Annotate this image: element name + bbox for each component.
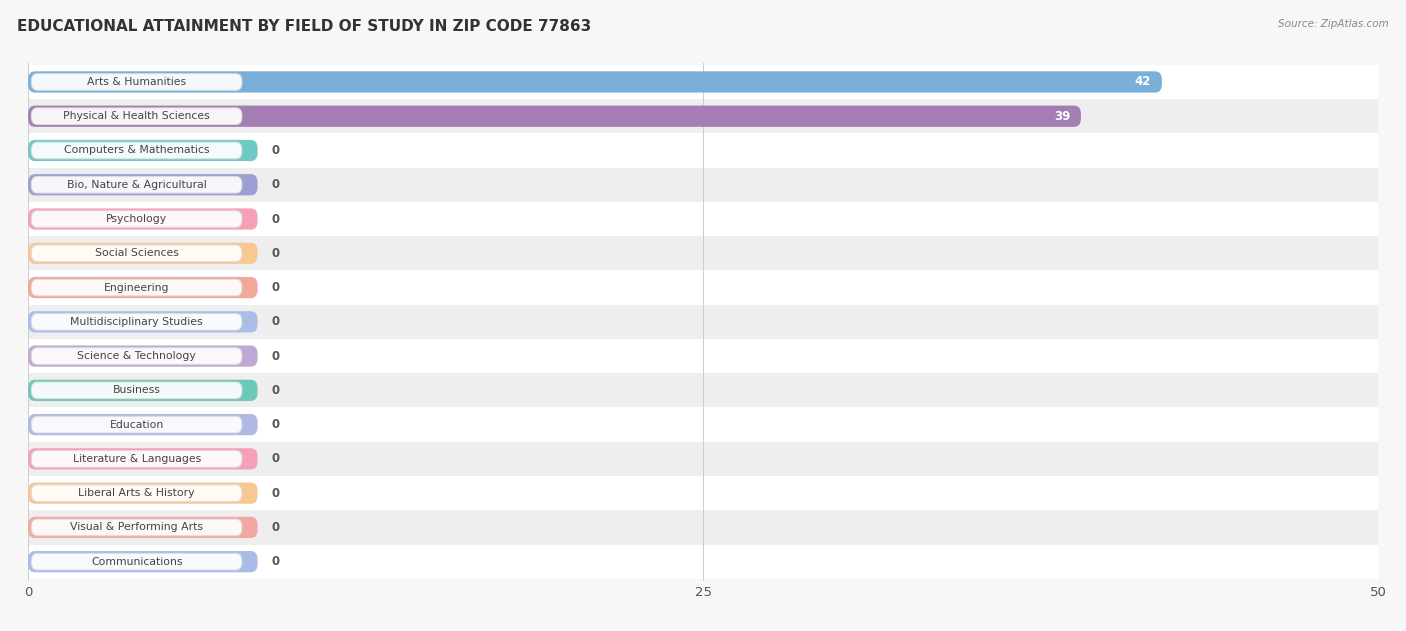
- FancyBboxPatch shape: [28, 380, 257, 401]
- FancyBboxPatch shape: [28, 517, 257, 538]
- Text: EDUCATIONAL ATTAINMENT BY FIELD OF STUDY IN ZIP CODE 77863: EDUCATIONAL ATTAINMENT BY FIELD OF STUDY…: [17, 19, 591, 34]
- Text: Computers & Mathematics: Computers & Mathematics: [63, 146, 209, 155]
- Bar: [28, 339, 1378, 373]
- Text: 0: 0: [271, 418, 280, 431]
- Bar: [28, 271, 1378, 305]
- Text: Visual & Performing Arts: Visual & Performing Arts: [70, 522, 202, 533]
- Bar: [28, 65, 1378, 99]
- Text: 0: 0: [271, 521, 280, 534]
- Bar: [28, 408, 1378, 442]
- FancyBboxPatch shape: [28, 105, 1081, 127]
- Text: 0: 0: [271, 316, 280, 328]
- FancyBboxPatch shape: [28, 277, 257, 298]
- Text: 0: 0: [271, 350, 280, 363]
- Text: Physical & Health Sciences: Physical & Health Sciences: [63, 111, 209, 121]
- Text: 0: 0: [271, 213, 280, 225]
- Text: Education: Education: [110, 420, 163, 430]
- Text: Business: Business: [112, 386, 160, 396]
- Bar: [28, 373, 1378, 408]
- Bar: [28, 510, 1378, 545]
- Bar: [28, 99, 1378, 133]
- Text: Social Sciences: Social Sciences: [94, 248, 179, 258]
- FancyBboxPatch shape: [28, 174, 257, 196]
- FancyBboxPatch shape: [31, 451, 242, 467]
- Text: Psychology: Psychology: [105, 214, 167, 224]
- Text: 0: 0: [271, 384, 280, 397]
- Text: Science & Technology: Science & Technology: [77, 351, 195, 361]
- Text: 39: 39: [1053, 110, 1070, 122]
- FancyBboxPatch shape: [31, 108, 242, 124]
- Text: 0: 0: [271, 487, 280, 500]
- Text: Multidisciplinary Studies: Multidisciplinary Studies: [70, 317, 202, 327]
- Bar: [28, 545, 1378, 579]
- Text: Source: ZipAtlas.com: Source: ZipAtlas.com: [1278, 19, 1389, 29]
- FancyBboxPatch shape: [31, 177, 242, 193]
- Text: 0: 0: [271, 247, 280, 260]
- FancyBboxPatch shape: [28, 414, 257, 435]
- Text: Engineering: Engineering: [104, 283, 169, 293]
- FancyBboxPatch shape: [28, 140, 257, 161]
- Text: 42: 42: [1135, 76, 1152, 88]
- Text: 0: 0: [271, 452, 280, 466]
- Bar: [28, 236, 1378, 271]
- Bar: [28, 168, 1378, 202]
- FancyBboxPatch shape: [28, 71, 1161, 93]
- Text: Liberal Arts & History: Liberal Arts & History: [79, 488, 195, 498]
- FancyBboxPatch shape: [28, 345, 257, 367]
- FancyBboxPatch shape: [28, 243, 257, 264]
- FancyBboxPatch shape: [31, 416, 242, 433]
- Text: 0: 0: [271, 555, 280, 568]
- FancyBboxPatch shape: [31, 485, 242, 502]
- FancyBboxPatch shape: [28, 483, 257, 504]
- Text: Arts & Humanities: Arts & Humanities: [87, 77, 186, 87]
- FancyBboxPatch shape: [28, 208, 257, 230]
- Bar: [28, 305, 1378, 339]
- Text: Communications: Communications: [91, 557, 183, 567]
- FancyBboxPatch shape: [31, 74, 242, 90]
- Text: 0: 0: [271, 178, 280, 191]
- FancyBboxPatch shape: [28, 551, 257, 572]
- Text: Bio, Nature & Agricultural: Bio, Nature & Agricultural: [66, 180, 207, 190]
- Bar: [28, 442, 1378, 476]
- Text: 0: 0: [271, 281, 280, 294]
- Bar: [28, 476, 1378, 510]
- Text: 0: 0: [271, 144, 280, 157]
- FancyBboxPatch shape: [31, 553, 242, 570]
- FancyBboxPatch shape: [28, 311, 257, 333]
- Text: Literature & Languages: Literature & Languages: [73, 454, 201, 464]
- FancyBboxPatch shape: [31, 382, 242, 399]
- Bar: [28, 202, 1378, 236]
- Bar: [28, 133, 1378, 168]
- FancyBboxPatch shape: [31, 245, 242, 262]
- FancyBboxPatch shape: [31, 280, 242, 296]
- FancyBboxPatch shape: [31, 519, 242, 536]
- FancyBboxPatch shape: [31, 348, 242, 364]
- FancyBboxPatch shape: [31, 211, 242, 227]
- FancyBboxPatch shape: [31, 314, 242, 330]
- FancyBboxPatch shape: [31, 142, 242, 159]
- FancyBboxPatch shape: [28, 448, 257, 469]
